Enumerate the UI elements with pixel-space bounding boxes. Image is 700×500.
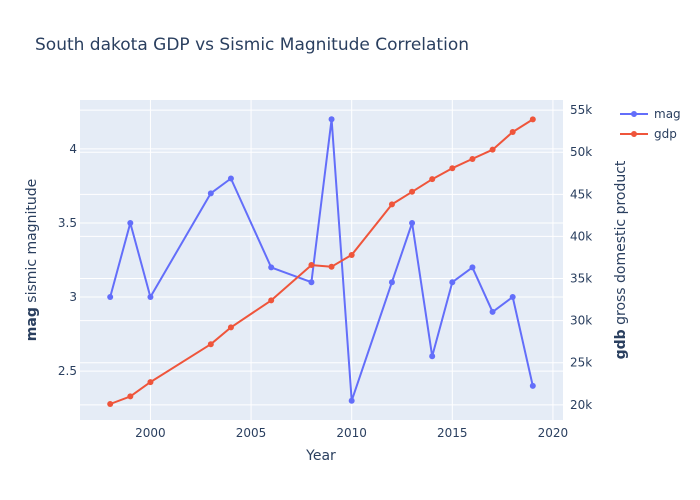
x-axis-ticks: 2000 2005 2010 2015 2020 — [135, 426, 568, 440]
x-tick-label: 2005 — [236, 426, 267, 440]
y-right-axis-ticks: 20k 25k 30k 35k 40k 45k 50k 55k — [570, 103, 592, 412]
data-point-gdp[interactable] — [227, 324, 234, 331]
legend-marker-mag — [631, 111, 637, 117]
data-point-mag[interactable] — [268, 264, 275, 271]
x-tick-label: 2010 — [336, 426, 367, 440]
x-tick-label: 2015 — [437, 426, 468, 440]
y-right-axis-title-bold: gdb — [613, 329, 629, 359]
chart-title: South dakota GDP vs Sismic Magnitude Cor… — [35, 35, 469, 55]
y-right-axis-title-rest: gross domestic product — [613, 160, 629, 329]
data-point-gdp[interactable] — [308, 262, 315, 269]
y-right-tick-label: 45k — [570, 187, 592, 201]
series-gdp — [107, 116, 536, 407]
x-tick-label: 2000 — [135, 426, 166, 440]
data-point-mag[interactable] — [207, 190, 214, 197]
data-point-mag[interactable] — [227, 175, 234, 182]
data-point-mag[interactable] — [107, 294, 114, 301]
series-mag — [107, 116, 536, 404]
data-point-mag[interactable] — [489, 308, 496, 315]
data-point-mag[interactable] — [509, 294, 516, 301]
data-point-gdp[interactable] — [127, 393, 134, 400]
data-point-gdp[interactable] — [469, 155, 476, 162]
y-right-tick-label: 25k — [570, 356, 592, 370]
y-right-tick-label: 55k — [570, 103, 592, 117]
y-left-tick-label: 4 — [69, 142, 77, 156]
y-left-tick-label: 3 — [69, 290, 77, 304]
data-point-mag[interactable] — [147, 294, 154, 301]
data-point-mag[interactable] — [449, 279, 456, 286]
data-point-gdp[interactable] — [489, 146, 496, 153]
data-point-gdp[interactable] — [107, 401, 114, 407]
legend-item-gdp[interactable]: gdp — [620, 127, 677, 141]
data-point-gdp[interactable] — [409, 188, 416, 195]
legend-label-gdp: gdp — [654, 127, 677, 141]
y-left-tick-label: 3.5 — [58, 216, 77, 230]
data-point-mag[interactable] — [529, 382, 536, 389]
y-left-axis-ticks: 2.5 3 3.5 4 — [58, 142, 77, 378]
y-right-tick-label: 20k — [570, 398, 592, 412]
legend-item-mag[interactable]: mag — [620, 107, 681, 121]
series-layer — [107, 116, 536, 407]
data-point-mag[interactable] — [469, 264, 476, 271]
y-left-axis-title-rest: sismic magnitude — [24, 179, 40, 307]
data-point-gdp[interactable] — [449, 165, 456, 172]
data-point-mag[interactable] — [127, 219, 134, 226]
data-point-mag[interactable] — [388, 279, 395, 286]
y-right-tick-label: 40k — [570, 229, 592, 243]
data-point-mag[interactable] — [348, 397, 355, 404]
legend-marker-gdp — [631, 131, 637, 137]
data-point-mag[interactable] — [409, 219, 416, 226]
y-left-axis-title: mag sismic magnitude — [24, 179, 40, 341]
x-axis-title: Year — [305, 448, 336, 464]
data-point-gdp[interactable] — [388, 201, 395, 208]
data-point-gdp[interactable] — [348, 251, 355, 258]
data-point-gdp[interactable] — [429, 176, 436, 183]
legend-label-mag: mag — [654, 107, 681, 121]
data-point-mag[interactable] — [328, 116, 335, 123]
y-right-tick-label: 50k — [570, 145, 592, 159]
y-right-tick-label: 35k — [570, 272, 592, 286]
y-left-axis-title-bold: mag — [24, 307, 40, 341]
y-left-tick-label: 2.5 — [58, 364, 77, 378]
x-tick-label: 2020 — [538, 426, 569, 440]
data-point-mag[interactable] — [308, 279, 315, 286]
data-point-mag[interactable] — [429, 353, 436, 360]
data-point-gdp[interactable] — [509, 129, 516, 135]
y-right-tick-label: 30k — [570, 314, 592, 328]
y-right-axis-title: gdb gross domestic product — [613, 160, 629, 359]
data-point-gdp[interactable] — [268, 297, 275, 304]
data-point-gdp[interactable] — [328, 263, 335, 270]
legend: mag gdp — [620, 107, 681, 141]
data-point-gdp[interactable] — [207, 341, 214, 348]
data-point-gdp[interactable] — [529, 116, 536, 123]
data-point-gdp[interactable] — [147, 379, 154, 386]
